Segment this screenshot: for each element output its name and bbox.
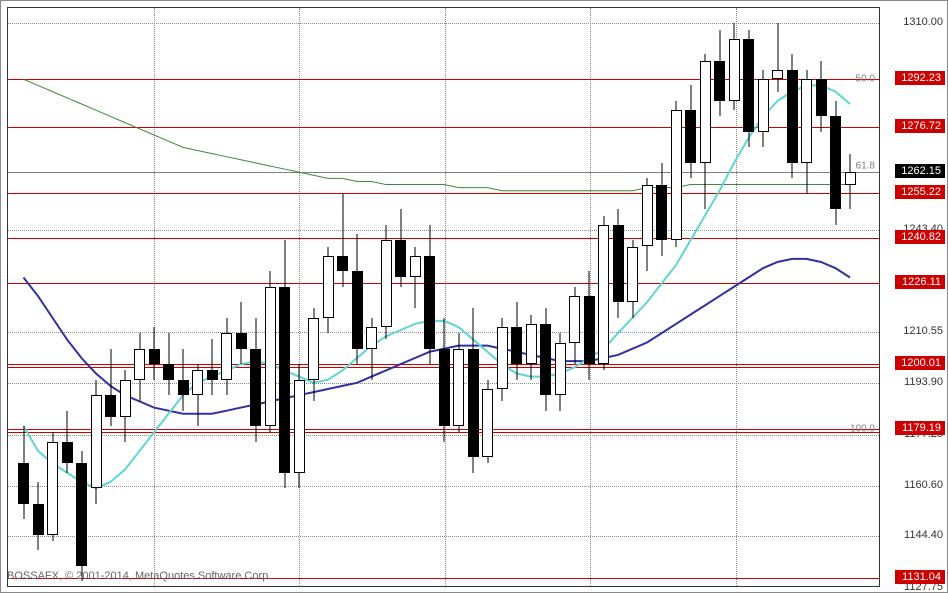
candle [555,8,566,587]
y-tick-label: 1310.00 [903,16,943,28]
y-tick-label: 1144.40 [904,529,943,541]
candle [134,8,145,587]
price-label: 1262.15 [895,164,945,178]
price-label: 1240.82 [895,230,945,244]
candle [62,8,73,587]
candle [830,8,841,587]
candle [671,8,682,587]
candle [482,8,493,587]
candle [410,8,421,587]
candle [279,8,290,587]
candle [424,8,435,587]
candle [395,8,406,587]
candle [540,8,551,587]
price-label: 1200.01 [895,356,945,370]
candle [439,8,450,587]
price-label: 1131.04 [895,570,945,584]
candle [801,8,812,587]
candle [729,8,740,587]
copyright-label: BOSSAFX, © 2001-2014, MetaQuotes Softwar… [7,570,271,582]
candle [47,8,58,587]
y-tick-label: 1193.90 [904,376,943,388]
price-label: 1179.19 [895,421,945,435]
candle [584,8,595,587]
candle [250,8,261,587]
candle [627,8,638,587]
candle [453,8,464,587]
candle [743,8,754,587]
candle [192,8,203,587]
fib-label: 61.8 [856,160,875,171]
candle [845,8,856,587]
candle [569,8,580,587]
candle [294,8,305,587]
price-label: 1276.72 [895,119,945,133]
fib-label: 100.0 [850,424,875,435]
candle [236,8,247,587]
candle [323,8,334,587]
fib-label: 50.0 [856,74,875,85]
candle [656,8,667,587]
candle [497,8,508,587]
candle [714,8,725,587]
chart-container[interactable]: 50.061.8100.0 1310.001243.401210.551193.… [0,0,948,593]
candle [207,8,218,587]
candle [468,8,479,587]
candle [337,8,348,587]
candle [91,8,102,587]
y-tick-label: 1160.60 [904,479,943,491]
candle [120,8,131,587]
candle [772,8,783,587]
candle [511,8,522,587]
y-axis: 1310.001243.401210.551193.901177.251160.… [878,7,947,587]
candle [642,8,653,587]
candle [685,8,696,587]
plot-area[interactable]: 50.0 61.8 100.0 [7,7,880,587]
candle [221,8,232,587]
candle [308,8,319,587]
candle [18,8,29,587]
candle [265,8,276,587]
candle [787,8,798,587]
candle [105,8,116,587]
price-label: 1292.23 [895,71,945,85]
price-label: 1226.11 [895,275,945,289]
candle [758,8,769,587]
y-tick-label: 1210.55 [903,325,943,337]
candle [816,8,827,587]
candle [526,8,537,587]
candle [352,8,363,587]
candle [366,8,377,587]
candle [700,8,711,587]
price-label: 1255.22 [895,185,945,199]
candle [149,8,160,587]
candle [178,8,189,587]
candle [598,8,609,587]
candle [613,8,624,587]
candle [163,8,174,587]
candle [76,8,87,587]
candle [33,8,44,587]
candle [381,8,392,587]
